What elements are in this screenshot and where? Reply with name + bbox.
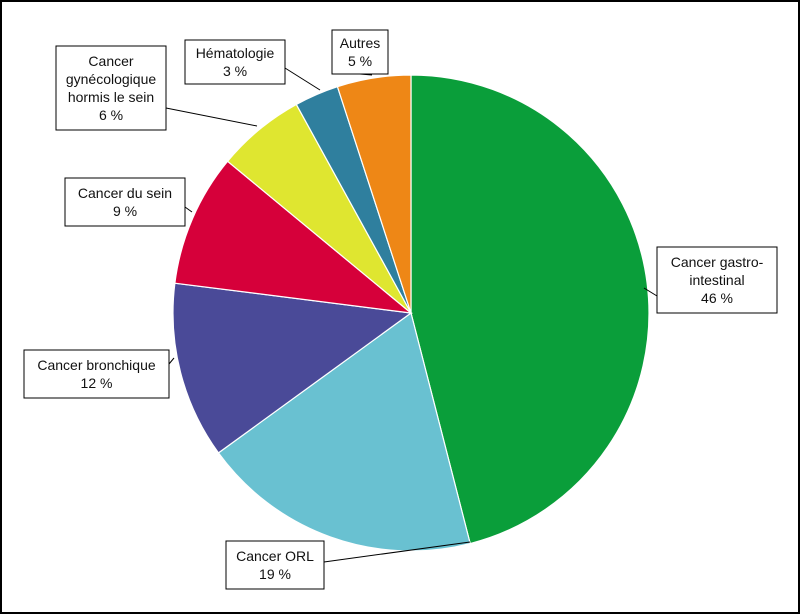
pie-label-autres: Autres 5 % xyxy=(331,29,389,76)
slice-label-text: Hématologie xyxy=(196,45,275,61)
slice-label-text: Cancer xyxy=(88,53,133,69)
leader-line xyxy=(323,541,471,563)
leader-line xyxy=(643,287,658,297)
pie-label-hematologie: Hématologie 3 % xyxy=(184,39,321,91)
slice-label-text: Cancer du sein xyxy=(78,185,172,201)
slice-label-text: Cancer ORL xyxy=(236,548,314,564)
slice-percent: 19 % xyxy=(259,566,291,582)
slice-percent: 3 % xyxy=(223,63,247,79)
pie-labels: Cancer gastro-intestinal 46 % Cancer ORL 19… xyxy=(23,29,778,590)
pie-label-cancer-bronchique: Cancer bronchique 12 % xyxy=(23,349,175,399)
slice-label-text: gynécologique xyxy=(66,71,157,87)
slice-percent: 5 % xyxy=(348,53,372,69)
slice-percent: 46 % xyxy=(701,290,733,306)
slice-label-text: Cancer gastro- xyxy=(671,254,764,270)
label-box xyxy=(656,246,778,314)
pie-slices xyxy=(172,74,650,552)
leader-line xyxy=(184,206,193,213)
label-box xyxy=(64,177,186,227)
slice-percent: 9 % xyxy=(113,203,137,219)
label-box xyxy=(225,540,325,590)
pie-slice-cancer-du-sein xyxy=(174,160,413,314)
pie-label-cancer-orl: Cancer ORL 19 % xyxy=(225,540,471,590)
pie-slice-cancer-bronchique xyxy=(172,282,413,454)
slice-label-text: Cancer bronchique xyxy=(37,357,156,373)
pie-label-cancer-gynecologique-hormis-le-sein: Cancer gynécologique hormis le sein 6 % xyxy=(55,45,258,131)
label-box xyxy=(331,29,389,75)
label-box xyxy=(55,45,167,131)
pie-slice-cancer-gastro-intestinal xyxy=(410,74,650,545)
leader-line xyxy=(284,67,321,91)
pie-slice-cancer-orl xyxy=(217,311,471,552)
label-box xyxy=(184,39,286,85)
slice-label-text: intestinal xyxy=(689,272,744,288)
pie-label-cancer-du-sein: Cancer du sein 9 % xyxy=(64,177,193,227)
slice-label-text: hormis le sein xyxy=(68,89,154,105)
slice-percent: 12 % xyxy=(81,375,113,391)
pie-slice-autres xyxy=(336,74,412,314)
label-box xyxy=(23,349,170,399)
pie-label-cancer-gastro-intestinal: Cancer gastro-intestinal 46 % xyxy=(643,246,778,314)
leader-line xyxy=(168,357,175,365)
slice-label-text: Autres xyxy=(340,35,380,51)
leader-line xyxy=(165,107,258,127)
slice-percent: 6 % xyxy=(99,107,123,123)
